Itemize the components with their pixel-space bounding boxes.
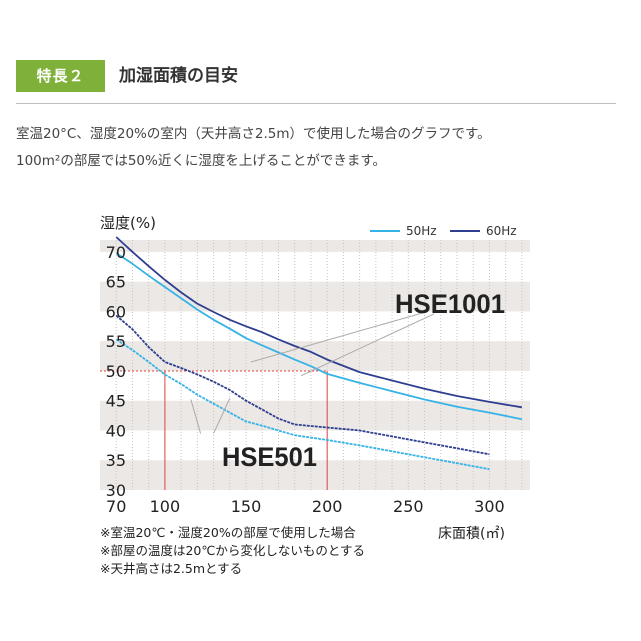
y-tick-label: 40 <box>106 421 126 440</box>
y-tick-label: 70 <box>106 243 126 262</box>
series-hse1001-50hz <box>115 252 523 421</box>
model-label-hse501: HSE501 <box>222 442 317 472</box>
description-line-2: 100m²の部屋では50%近くに湿度を上げることができます。 <box>16 153 386 169</box>
grid-band <box>100 281 530 312</box>
description-line-1: 室温20°C、湿度20%の室内（天井高さ2.5m）で使用した場合のグラフです。 <box>16 126 491 142</box>
y-tick-label: 60 <box>106 302 126 321</box>
y-tick-label: 30 <box>106 481 126 500</box>
x-tick-label: 200 <box>312 497 343 516</box>
y-tick-label: 45 <box>106 392 126 411</box>
y-tick-label: 50 <box>106 362 126 381</box>
model-label-hse1001: HSE1001 <box>395 289 505 319</box>
grid-band <box>100 460 530 490</box>
label-leader-line <box>300 313 435 377</box>
section-header: 特長２ 加湿面積の目安 <box>16 56 616 104</box>
section-title: 加湿面積の目安 <box>119 66 238 86</box>
series-hse1001-60hz <box>115 236 523 409</box>
series-hse501-60hz <box>115 314 490 456</box>
label-leader-line <box>250 310 428 363</box>
y-axis-title: 湿度(%) <box>100 214 156 232</box>
grid-band <box>100 341 530 371</box>
footnote-3: ※天井高さは2.5mとする <box>100 561 243 576</box>
y-tick-label: 65 <box>106 273 126 292</box>
series-hse501-50hz <box>115 338 490 471</box>
footnote-1: ※室温20℃・湿度20%の部屋で使用した場合 <box>100 525 356 540</box>
legend-label-60hz: 60Hz <box>486 224 517 238</box>
grid-band <box>100 240 530 252</box>
x-axis-title: 床面積(㎡) <box>438 526 505 542</box>
x-tick-label: 150 <box>231 497 262 516</box>
y-tick-label: 55 <box>106 332 126 351</box>
label-leader-line <box>190 399 202 434</box>
x-tick-label: 300 <box>474 497 505 516</box>
y-tick-label: 35 <box>106 451 126 470</box>
feature-badge: 特長２ <box>16 60 105 92</box>
x-tick-label: 100 <box>150 497 181 516</box>
label-leader-line <box>213 398 231 434</box>
x-tick-label: 250 <box>393 497 424 516</box>
footnote-2: ※部屋の温度は20℃から変化しないものとする <box>100 543 366 558</box>
legend-label-50hz: 50Hz <box>406 224 437 238</box>
x-tick-label: 70 <box>106 497 126 516</box>
